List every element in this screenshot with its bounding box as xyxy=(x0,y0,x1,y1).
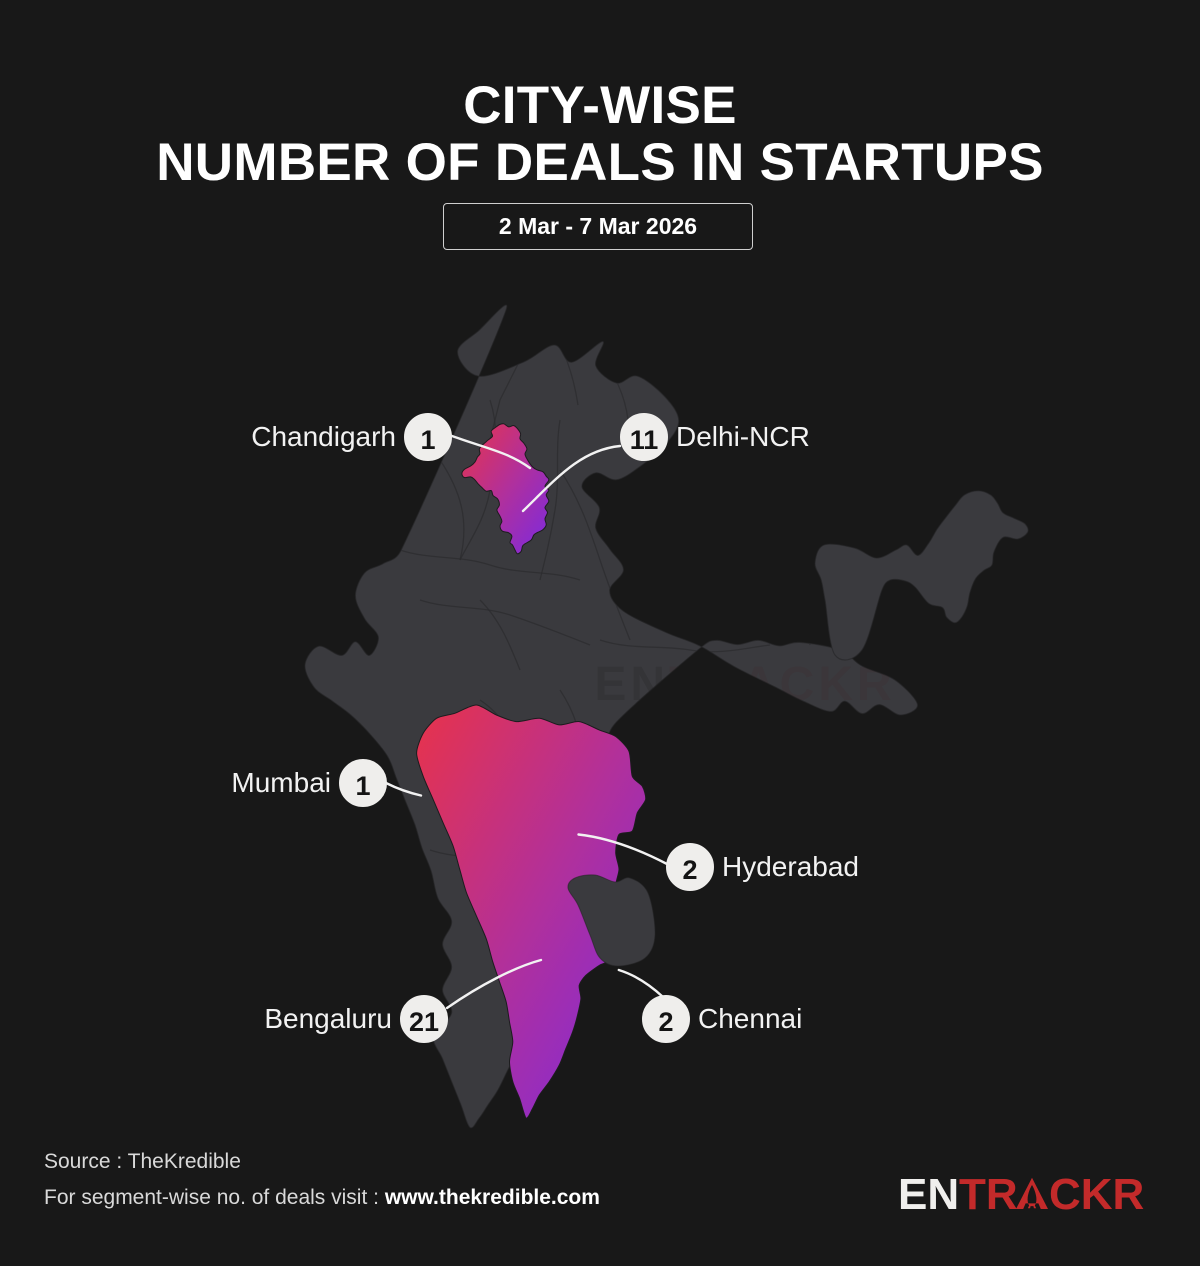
svg-text:Bengaluru: Bengaluru xyxy=(264,1003,392,1034)
svg-text:Hyderabad: Hyderabad xyxy=(722,851,859,882)
svg-text:2: 2 xyxy=(658,1007,673,1037)
svg-text:2: 2 xyxy=(682,855,697,885)
svg-text:CKR: CKR xyxy=(1049,1170,1144,1219)
svg-text:Chandigarh: Chandigarh xyxy=(251,421,396,452)
svg-text:21: 21 xyxy=(409,1007,439,1037)
svg-text:Mumbai: Mumbai xyxy=(231,767,331,798)
svg-text:EN: EN xyxy=(898,1170,959,1219)
svg-text:11: 11 xyxy=(630,425,659,455)
svg-text:ENTRACKR: ENTRACKR xyxy=(594,658,895,711)
svg-text:Delhi-NCR: Delhi-NCR xyxy=(676,421,810,452)
svg-text:1: 1 xyxy=(355,771,370,801)
svg-text:TR: TR xyxy=(959,1170,1018,1219)
svg-text:Chennai: Chennai xyxy=(698,1003,802,1034)
svg-text:1: 1 xyxy=(420,425,435,455)
